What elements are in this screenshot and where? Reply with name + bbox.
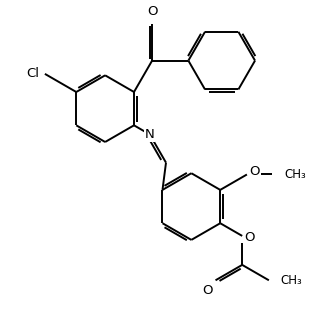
Text: O: O xyxy=(245,231,255,244)
Text: Cl: Cl xyxy=(26,67,39,80)
Text: CH₃: CH₃ xyxy=(284,168,306,181)
Text: O: O xyxy=(202,284,213,297)
Text: O: O xyxy=(249,165,260,178)
Text: O: O xyxy=(147,5,157,18)
Text: N: N xyxy=(145,128,154,141)
Text: CH₃: CH₃ xyxy=(281,274,303,287)
